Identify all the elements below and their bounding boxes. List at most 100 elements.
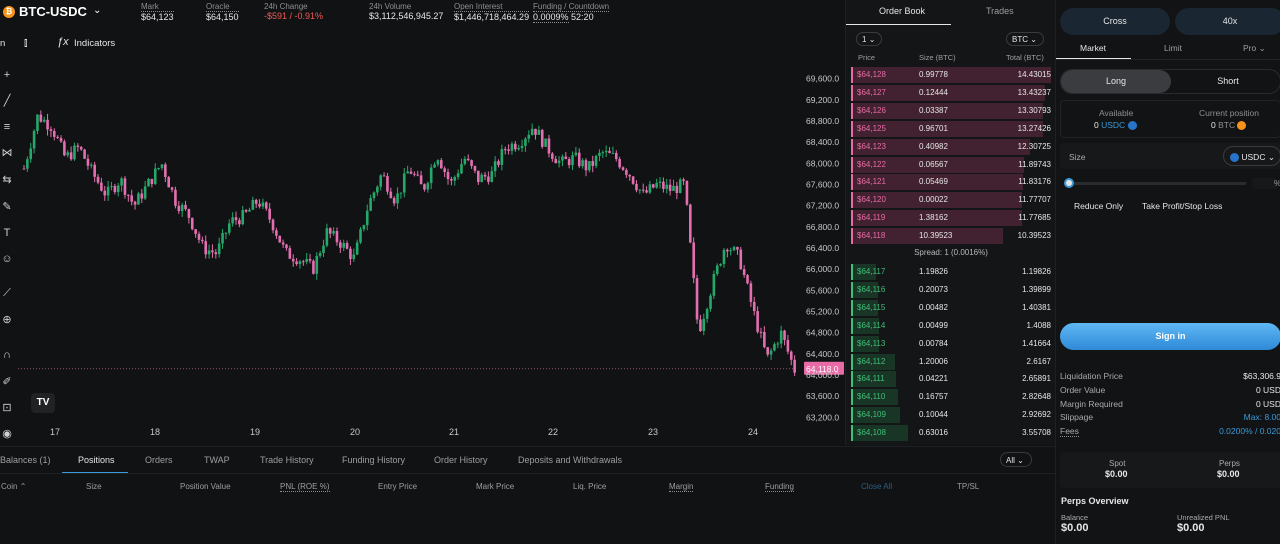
- tab-pro-label: Pro: [1243, 43, 1257, 53]
- short-button[interactable]: Short: [1217, 76, 1239, 86]
- tab-funding-history[interactable]: Funding History: [342, 455, 406, 465]
- unit-select[interactable]: BTC ⌄: [1006, 32, 1044, 46]
- slippage-value[interactable]: Max: 8.00: [1243, 412, 1280, 422]
- brush-icon[interactable]: ✎: [2, 201, 12, 213]
- bid-row[interactable]: $64,114 0.00499 1.4088: [851, 317, 1051, 334]
- indicators-icon[interactable]: ƒx: [57, 36, 69, 48]
- lock-drawing-icon[interactable]: ✐: [2, 376, 12, 388]
- tab-order-history[interactable]: Order History: [434, 455, 488, 465]
- percent-input[interactable]: [1252, 178, 1277, 189]
- candle-body: [413, 173, 416, 175]
- bid-row[interactable]: $64,108 0.63016 3.55708: [851, 424, 1051, 442]
- ask-row[interactable]: $64,123 0.40982 12.30725: [851, 138, 1051, 155]
- bid-total: 1.19826: [1022, 267, 1051, 276]
- ask-row[interactable]: $64,125 0.96701 13.27426: [851, 120, 1051, 137]
- tab-trade-history[interactable]: Trade History: [260, 455, 314, 465]
- size-input[interactable]: [1060, 143, 1280, 169]
- position-value: 0 BTC: [1211, 120, 1247, 131]
- long-button[interactable]: Long: [1061, 70, 1171, 93]
- ask-row[interactable]: $64,122 0.06567 11.89743: [851, 156, 1051, 173]
- bid-row[interactable]: $64,116 0.20073 1.39899: [851, 281, 1051, 298]
- candle-body: [460, 164, 463, 174]
- reduce-only-label[interactable]: Reduce Only: [1074, 201, 1124, 211]
- bid-row[interactable]: $64,109 0.10044 2.92692: [851, 406, 1051, 424]
- chart-canvas[interactable]: 64,118.0 69,600.0 69,200.0 68,800.0 68,400.0…: [18, 56, 846, 437]
- tab-deposits-withdrawals[interactable]: Deposits and Withdrawals: [518, 455, 623, 465]
- tab-pro[interactable]: Pro ⌄: [1243, 43, 1266, 54]
- emoji-icon[interactable]: ☺: [1, 253, 13, 265]
- tab-balances[interactable]: Balances (1): [0, 455, 51, 465]
- size-slider-track[interactable]: [1074, 182, 1246, 185]
- position-amount: 0: [1211, 120, 1216, 130]
- price-chart[interactable]: 64,118.0 69,600.0 69,200.0 68,800.0 68,400.0…: [18, 56, 846, 437]
- ruler-icon[interactable]: ⟋: [3, 287, 11, 299]
- ask-row[interactable]: $64,119 1.38162 11.77685: [851, 209, 1051, 227]
- side-marker: [851, 353, 853, 370]
- reduce-only-checkbox[interactable]: [1062, 201, 1072, 211]
- ask-row[interactable]: $64,127 0.12444 13.43237: [851, 84, 1051, 101]
- bid-total: 2.65891: [1022, 374, 1051, 384]
- margin-mode-button[interactable]: Cross: [1060, 8, 1170, 35]
- ask-price: $64,126: [857, 105, 886, 115]
- sign-in-button[interactable]: Sign in: [1060, 323, 1280, 350]
- pattern-icon[interactable]: ⋈: [1, 147, 13, 159]
- stat-open-interest: Open Interest $1,446,718,464.29: [454, 2, 530, 22]
- tab-twap[interactable]: TWAP: [204, 455, 230, 465]
- eye-icon[interactable]: ◉: [2, 428, 12, 440]
- bid-row[interactable]: $64,117 1.19826 1.19826: [851, 263, 1051, 280]
- bid-row[interactable]: $64,111 0.04221 2.65891: [851, 370, 1051, 388]
- candle-body: [167, 177, 171, 188]
- depth-bar: [851, 120, 1043, 137]
- candle-body: [423, 184, 426, 190]
- tab-market[interactable]: Market: [1080, 43, 1106, 53]
- bid-row[interactable]: $64,113 0.00784 1.41664: [851, 335, 1051, 352]
- timeframe-fragment[interactable]: n: [0, 38, 6, 49]
- tab-trades[interactable]: Trades: [986, 6, 1014, 16]
- chevron-down-icon: ⌄: [1267, 152, 1275, 162]
- stat-label: Funding / Countdown: [533, 2, 610, 12]
- candle-type-icon[interactable]: ⫾: [24, 37, 28, 49]
- tab-order-book[interactable]: Order Book: [879, 6, 926, 16]
- size-unit-select[interactable]: USDC ⌄: [1223, 146, 1280, 166]
- lock-icon[interactable]: ⊡: [2, 402, 12, 414]
- tp-sl-checkbox[interactable]: [1132, 201, 1142, 211]
- group-select[interactable]: 1 ⌄: [856, 32, 882, 46]
- fib-icon[interactable]: ≡: [3, 121, 11, 133]
- size-slider-handle[interactable]: [1064, 178, 1074, 188]
- ask-price: $64,128: [857, 70, 886, 79]
- bid-row[interactable]: $64,112 1.20006 2.6167: [851, 353, 1051, 370]
- ask-row[interactable]: $64,118 10.39523 10.39523: [851, 227, 1051, 245]
- ask-row[interactable]: $64,126 0.03387 13.30793: [851, 102, 1051, 119]
- pair-selector[interactable]: BTC-USDC: [19, 4, 87, 19]
- tab-limit[interactable]: Limit: [1164, 43, 1182, 53]
- candle-body: [490, 171, 494, 182]
- text-tool-icon[interactable]: T: [3, 227, 11, 239]
- candle-body: [349, 248, 352, 260]
- filter-select[interactable]: All ⌄: [1000, 452, 1032, 467]
- ask-row[interactable]: $64,121 0.05469 11.83176: [851, 173, 1051, 191]
- funding-countdown: 52:20: [571, 12, 594, 22]
- zoom-icon[interactable]: ⊕: [2, 314, 12, 326]
- candle-body: [638, 189, 642, 191]
- ask-row[interactable]: $64,120 0.00022 11.77707: [851, 191, 1051, 209]
- bid-row[interactable]: $64,115 0.00482 1.40381: [851, 299, 1051, 316]
- chevron-down-icon[interactable]: ⌄: [93, 5, 102, 16]
- filter-value: All: [1006, 456, 1015, 465]
- tp-sl-label[interactable]: Take Profit/Stop Loss: [1142, 201, 1223, 211]
- trend-line-icon[interactable]: ╱: [3, 95, 11, 107]
- candle-body: [254, 199, 258, 204]
- ask-row[interactable]: $64,128 0.99778 14.43015: [851, 66, 1051, 83]
- tab-positions[interactable]: Positions: [78, 455, 115, 465]
- col-coin[interactable]: Coin ⌃: [1, 482, 26, 491]
- tab-orders[interactable]: Orders: [145, 455, 173, 465]
- magnet-icon[interactable]: ∩: [3, 349, 11, 361]
- indicators-button[interactable]: Indicators: [74, 38, 116, 49]
- available-label: Available: [1099, 108, 1134, 118]
- crosshair-icon[interactable]: +: [3, 69, 11, 81]
- close-all-button[interactable]: Close All: [861, 482, 893, 491]
- bid-total: 1.40381: [1022, 302, 1051, 312]
- prediction-icon[interactable]: ⇆: [2, 174, 12, 186]
- leverage-button[interactable]: 40x: [1175, 8, 1280, 35]
- candle-body: [352, 254, 356, 260]
- bid-row[interactable]: $64,110 0.16757 2.82648: [851, 388, 1051, 406]
